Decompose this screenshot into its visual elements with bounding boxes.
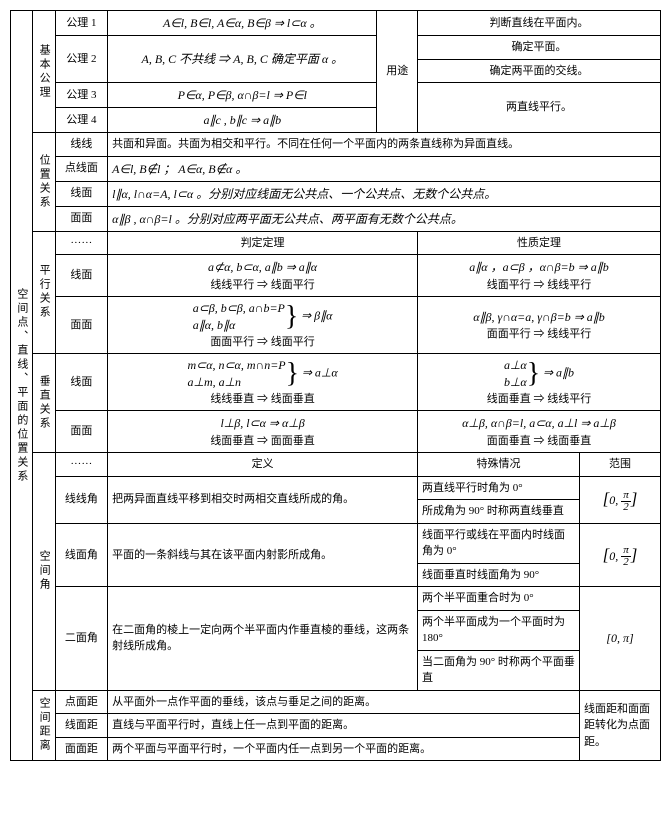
par-r1La: a⊄α, b⊂α, a∥b ⇒ a∥α <box>208 260 317 274</box>
par-cat: 平行关系 <box>33 231 55 354</box>
geometry-table: 空间点、直线、平面的位置关系 基本公理 公理 1 A∈l, B∈l, A∈α, … <box>10 10 661 761</box>
ang-r2d: 平面的一条斜线与其在该平面内射影所成角。 <box>108 523 418 587</box>
axiom3-content: P∈α, P∈β, α∩β=l ⇒ P∈l <box>108 83 377 108</box>
perp-r1Rb: 线面垂直 ⇒ 线线平行 <box>487 393 592 405</box>
ang-r3d: 在二面角的棱上一定向两个半平面内作垂直棱的垂线，这两条射线所成角。 <box>108 587 418 691</box>
dist-r2m: 直线与平面平行时，直线上任一点到平面的距离。 <box>108 714 580 738</box>
axiom4-content: a∥c , b∥c ⇒ a∥b <box>108 108 377 133</box>
ang-r3range: [0, π] <box>579 587 660 691</box>
perp-r1L: m⊂α, n⊂α, m∩n=P a⊥m, a⊥n } ⇒ a⊥α 线线垂直 ⇒ … <box>108 354 418 411</box>
pos-r2l: 点线面 <box>55 156 108 181</box>
ang-r3s2: 两个半平面成为一个平面时为 180° <box>417 610 579 650</box>
ang-r1d: 把两异面直线平移到相交时两相交直线所成的角。 <box>108 476 418 523</box>
perp-r1R3: ⇒ a∥b <box>543 365 574 379</box>
par-hR: 性质定理 <box>417 231 660 255</box>
par-r2Rb: 面面平行 ⇒ 线线平行 <box>487 328 592 340</box>
perp-r1L2: a⊥m, a⊥n <box>187 374 285 391</box>
par-r2l: 面面 <box>55 297 108 354</box>
par-r2L: a⊂β, b⊂β, a∩b=P a∥α, b∥α } ⇒ β∥α 面面平行 ⇒ … <box>108 297 418 354</box>
pos-r3m: l∥α, l∩α=A, l⊂α 。分别对应线面无公共点、一个公共点、无数个公共点… <box>108 181 661 206</box>
perp-r1R1: a⊥α <box>504 357 527 374</box>
ang-r3s3: 当二面角为 90° 时称两个平面垂直 <box>417 650 579 690</box>
par-r2Ra: α∥β, γ∩α=a, γ∩β=b ⇒ a∥b <box>473 310 605 324</box>
pos-r1l: 线线 <box>55 133 108 157</box>
dist-r2l: 线面距 <box>55 714 108 738</box>
axiom1-label: 公理 1 <box>55 11 108 36</box>
axiom2-use: 确定平面。 <box>417 36 660 60</box>
perp-cat: 垂直关系 <box>33 354 55 453</box>
ang-h3: 范围 <box>579 453 660 477</box>
axiom4-use: 两直线平行。 <box>417 83 660 133</box>
perp-r1R: a⊥α b⊥α } ⇒ a∥b 线面垂直 ⇒ 线线平行 <box>417 354 660 411</box>
pos-r4l: 面面 <box>55 206 108 231</box>
axiom3-label: 公理 3 <box>55 83 108 108</box>
perp-r1Lb: 线线垂直 ⇒ 线面垂直 <box>210 393 315 405</box>
par-r2L2: a∥α, b∥α <box>193 317 285 334</box>
pos-r2m: A∈l, B∉l ； A∈α, B∉α 。 <box>108 156 661 181</box>
axiom1-use: 判断直线在平面内。 <box>417 11 660 36</box>
par-r1Lb: 线线平行 ⇒ 线面平行 <box>210 279 315 291</box>
ang-h2: 特殊情况 <box>417 453 579 477</box>
axiom2-label: 公理 2 <box>55 36 108 83</box>
dist-r3l: 面面距 <box>55 737 108 761</box>
par-r2L1: a⊂β, b⊂β, a∩b=P <box>193 300 285 317</box>
axiom3-use-a: 确定两平面的交线。 <box>417 59 660 83</box>
pos-cat: 位置关系 <box>33 133 55 232</box>
par-r1Ra: a∥α ，a⊂β ，α∩β=b ⇒ a∥b <box>469 260 608 274</box>
pos-r4m: α∥β , α∩β=l 。分别对应两平面无公共点、两平面有无数个公共点。 <box>108 206 661 231</box>
ang-r2s1: 线面平行或线在平面内时线面角为 0° <box>417 523 579 563</box>
dist-cat: 空间距离 <box>33 690 55 761</box>
axiom4-label: 公理 4 <box>55 108 108 133</box>
dist-r3m: 两个平面与平面平行时，一个平面内任一点到另一个平面的距离。 <box>108 737 580 761</box>
perp-r2Lb: 线面垂直 ⇒ 面面垂直 <box>210 435 315 447</box>
perp-r2l: 面面 <box>55 411 108 453</box>
ang-r3s1: 两个半平面重合时为 0° <box>417 587 579 611</box>
perp-r2La: l⊥β, l⊂α ⇒ α⊥β <box>220 416 304 430</box>
perp-r2R: α⊥β, α∩β=l, a⊂α, a⊥l ⇒ a⊥β 面面垂直 ⇒ 线面垂直 <box>417 411 660 453</box>
perp-r1R2: b⊥α <box>504 374 527 391</box>
ang-r2s2: 线面垂直时线面角为 90° <box>417 563 579 587</box>
par-r1L: a⊄α, b⊂α, a∥b ⇒ a∥α 线线平行 ⇒ 线面平行 <box>108 255 418 297</box>
ang-r2l: 线面角 <box>55 523 108 587</box>
perp-r2Rb: 面面垂直 ⇒ 线面垂直 <box>487 435 592 447</box>
ang-r1l: 线线角 <box>55 476 108 523</box>
par-r2L3: ⇒ β∥α <box>301 308 332 322</box>
perp-r2L: l⊥β, l⊂α ⇒ α⊥β 线面垂直 ⇒ 面面垂直 <box>108 411 418 453</box>
dist-note: 线面距和面面距转化为点面距。 <box>579 690 660 761</box>
axiom1-content: A∈l, B∈l, A∈α, B∈β ⇒ l⊂α 。 <box>108 11 377 36</box>
ang-h0: ······ <box>55 453 108 477</box>
perp-r1l: 线面 <box>55 354 108 411</box>
ang-r2range: [0, π2] <box>579 523 660 587</box>
par-r1l: 线面 <box>55 255 108 297</box>
axiom2-content: A, B, C 不共线 ⇒ A, B, C 确定平面 α 。 <box>108 36 377 83</box>
par-r1R: a∥α ，a⊂β ，α∩β=b ⇒ a∥b 线面平行 ⇒ 线线平行 <box>417 255 660 297</box>
dist-r1l: 点面距 <box>55 690 108 714</box>
perp-r1L1: m⊂α, n⊂α, m∩n=P <box>187 357 285 374</box>
axiom-use: 用途 <box>377 11 417 133</box>
pos-r1m: 共面和异面。共面为相交和平行。不同在任何一个平面内的两条直线称为异面直线。 <box>108 133 661 157</box>
main-category: 空间点、直线、平面的位置关系 <box>11 11 33 761</box>
par-hL: 判定定理 <box>108 231 418 255</box>
axiom-cat: 基本公理 <box>33 11 55 133</box>
ang-r1s2: 所成角为 90° 时称两直线垂直 <box>417 500 579 524</box>
perp-r2Ra: α⊥β, α∩β=l, a⊂α, a⊥l ⇒ a⊥β <box>462 416 616 430</box>
ang-r3l: 二面角 <box>55 587 108 691</box>
par-r1Rb: 线面平行 ⇒ 线线平行 <box>487 279 592 291</box>
perp-r1L3: ⇒ a⊥α <box>302 365 338 379</box>
pos-r3l: 线面 <box>55 181 108 206</box>
ang-cat: 空间角 <box>33 453 55 691</box>
par-r2R: α∥β, γ∩α=a, γ∩β=b ⇒ a∥b 面面平行 ⇒ 线线平行 <box>417 297 660 354</box>
ang-h1: 定义 <box>108 453 418 477</box>
par-r2Lb: 面面平行 ⇒ 线面平行 <box>210 336 315 348</box>
dist-r1m: 从平面外一点作平面的垂线，该点与垂足之间的距离。 <box>108 690 580 714</box>
ang-r1s1: 两直线平行时角为 0° <box>417 476 579 500</box>
par-h0: ······ <box>55 231 108 255</box>
ang-r1range: [0, π2] <box>579 476 660 523</box>
